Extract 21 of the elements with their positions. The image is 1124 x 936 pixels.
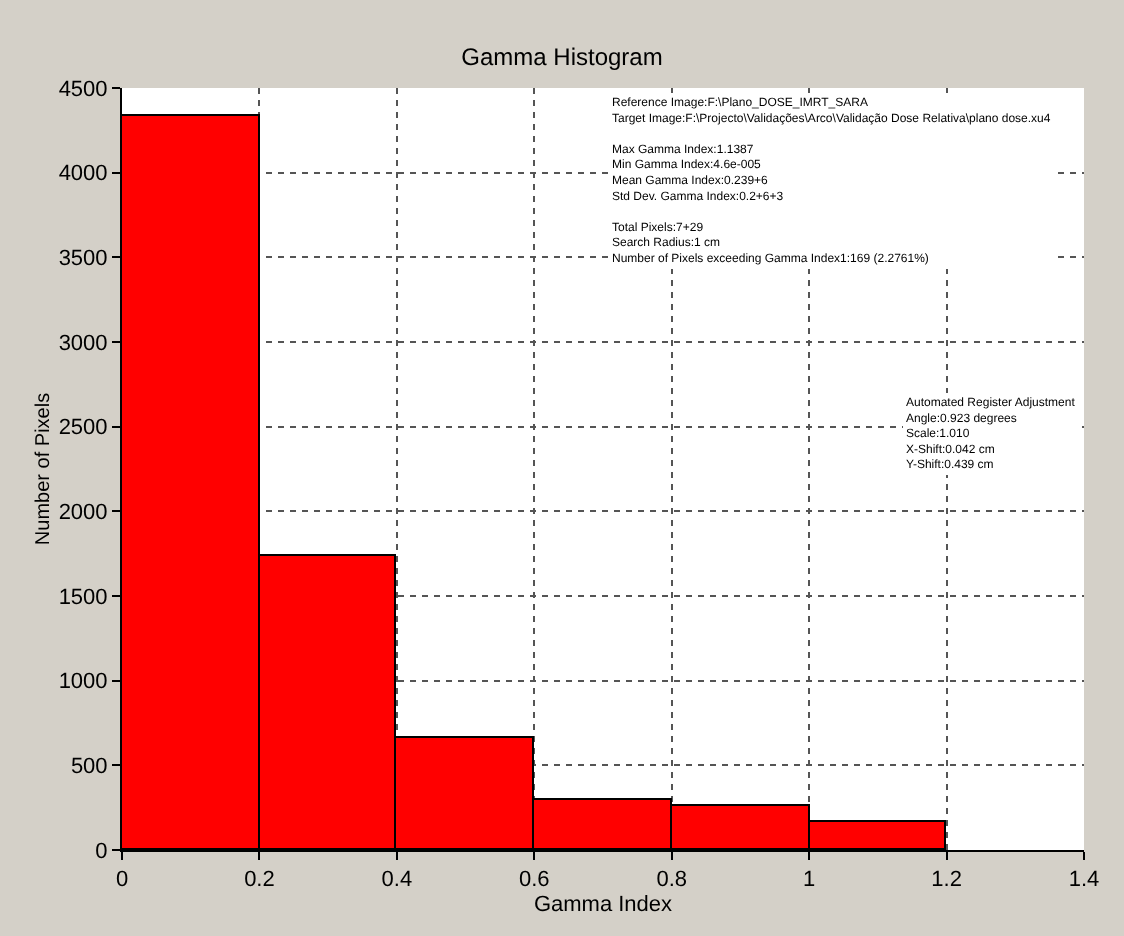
y-tick-label: 500 [70, 755, 108, 780]
y-tick-label: 4500 [58, 77, 108, 102]
x-tick-label: 0.6 [518, 868, 550, 893]
x-tick-label: 0.8 [656, 868, 688, 893]
y-tick-label: 2500 [58, 416, 108, 441]
x-tick-label: 0.4 [381, 868, 413, 893]
y-axis-title: Number of Pixels [32, 392, 55, 546]
x-tick-label: 1.4 [1068, 868, 1100, 893]
y-tick-label: 0 [95, 839, 108, 864]
y-tick-label: 3500 [58, 247, 108, 272]
y-tick-label: 1000 [58, 670, 108, 695]
x-tick-label: 1.2 [931, 868, 962, 893]
y-tick-label: 3000 [58, 331, 108, 356]
y-tick-label: 1500 [58, 585, 108, 610]
y-tick-label: 4000 [58, 162, 108, 187]
chart-title: Gamma Histogram [461, 42, 663, 71]
x-tick-label: 1 [803, 868, 816, 893]
x-tick-label: 0.2 [244, 868, 275, 893]
x-tick-label: 0 [115, 868, 129, 893]
y-tick-label: 2000 [58, 501, 108, 526]
x-axis-title: Gamma Index [533, 892, 674, 917]
